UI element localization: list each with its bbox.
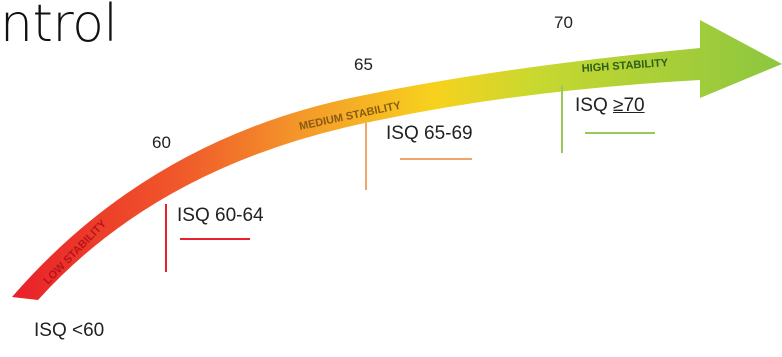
underline-60-64 [180, 238, 250, 240]
low-stability-label: LOW STABILITY [42, 217, 110, 287]
threshold-70: 70 [554, 13, 573, 32]
range-below-60: ISQ <60 [34, 320, 105, 341]
tick-65 [365, 123, 367, 190]
range-65-69: ISQ 65-69 [386, 123, 473, 144]
underline-70-plus [585, 132, 655, 134]
range-60-64: ISQ 60-64 [177, 205, 264, 226]
threshold-60: 60 [152, 133, 171, 152]
tick-60 [165, 204, 167, 272]
tick-70 [561, 85, 563, 153]
threshold-65: 65 [354, 55, 373, 74]
underline-65-69 [400, 158, 472, 160]
page-title: ntrol [0, 0, 118, 54]
range-70-prefix: ISQ [575, 95, 614, 116]
arrow-body [12, 20, 782, 300]
range-70-value: ≥70 [613, 95, 645, 116]
range-70-plus: ISQ ≥70 [575, 95, 645, 117]
